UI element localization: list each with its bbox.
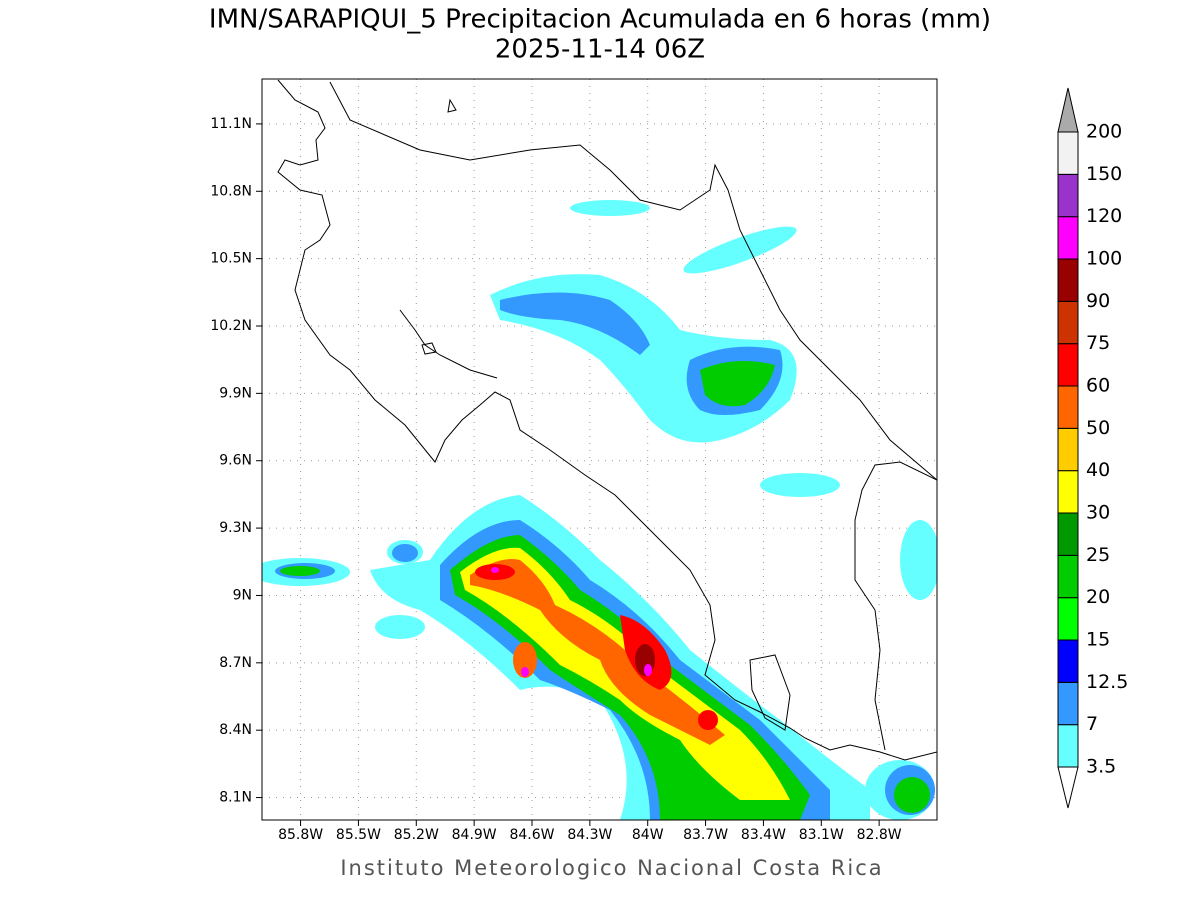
colorbar: 3.5 7 12.5 15 20 25 30 40 50 60 75 90 100 120 150 200 <box>1057 87 1128 809</box>
colorbar-segment <box>1057 131 1079 175</box>
colorbar-label: 20 <box>1086 586 1110 608</box>
x-tick-label: 84.6W <box>509 827 554 843</box>
colorbar-segment <box>1057 216 1079 260</box>
y-tick-label: 8.1N <box>219 790 252 806</box>
title: IMN/SARAPIQUI_5 Precipitacion Acumulada … <box>209 5 991 35</box>
colorbar-label: 100 <box>1086 248 1122 270</box>
y-tick-label: 10.2N <box>210 318 252 334</box>
colorbar-segment <box>1057 300 1079 345</box>
y-tick-label: 8.4N <box>219 722 252 738</box>
grid <box>262 79 937 820</box>
y-tick-label: 9.9N <box>219 385 252 401</box>
colorbar-label: 40 <box>1086 459 1110 481</box>
colorbar-segment <box>1057 173 1079 218</box>
subtitle: 2025-11-14 06Z <box>495 35 705 65</box>
y-tick-label: 9N <box>233 587 252 603</box>
colorbar-segment <box>1057 597 1079 641</box>
y-tick-label: 10.8N <box>210 183 252 199</box>
colorbar-segment <box>1057 681 1079 726</box>
x-tick-label: 83.1W <box>799 827 844 843</box>
colorbar-label: 150 <box>1086 163 1122 185</box>
y-tick-label: 8.7N <box>219 655 252 671</box>
colorbar-segment <box>1057 724 1079 768</box>
colorbar-label: 60 <box>1086 375 1110 397</box>
x-tick-label: 85.8W <box>278 827 323 843</box>
x-tick-label: 83.7W <box>683 827 728 843</box>
colorbar-label: 120 <box>1086 205 1122 227</box>
x-tick-label: 85.2W <box>394 827 439 843</box>
y-tick-label: 9.3N <box>219 520 252 536</box>
colorbar-label: 25 <box>1086 544 1110 566</box>
colorbar-under <box>1057 766 1079 809</box>
colorbar-segment <box>1057 554 1079 599</box>
precip-field <box>262 79 937 820</box>
colorbar-segment <box>1057 427 1079 472</box>
x-tick-label: 83.4W <box>741 827 786 843</box>
colorbar-segment <box>1057 385 1079 429</box>
colorbar-label: 30 <box>1086 502 1110 524</box>
colorbar-label: 7 <box>1086 713 1098 735</box>
x-tick-label: 84.9W <box>452 827 497 843</box>
colorbar-label: 3.5 <box>1086 756 1116 778</box>
colorbar-label: 200 <box>1086 121 1122 143</box>
y-tick-label: 10.5N <box>210 251 252 267</box>
x-tick-label: 82.8W <box>857 827 902 843</box>
colorbar-segment <box>1057 343 1079 387</box>
colorbar-segment <box>1057 470 1079 514</box>
colorbar-segment <box>1057 258 1079 302</box>
colorbar-over <box>1057 87 1079 133</box>
map-frame <box>261 78 938 821</box>
footer: Instituto Meteorologico Nacional Costa R… <box>340 856 883 880</box>
colorbar-label: 15 <box>1086 629 1110 651</box>
colorbar-label: 75 <box>1086 332 1110 354</box>
y-tick-label: 11.1N <box>210 116 252 132</box>
colorbar-label: 50 <box>1086 417 1110 439</box>
x-tick-label: 84.3W <box>567 827 612 843</box>
x-tick-label: 85.5W <box>336 827 381 843</box>
colorbar-label: 12.5 <box>1086 671 1128 693</box>
colorbar-segment <box>1057 512 1079 556</box>
colorbar-segment <box>1057 639 1079 683</box>
x-tick-label: 84W <box>632 827 664 843</box>
y-tick-label: 9.6N <box>219 453 252 469</box>
colorbar-label: 90 <box>1086 290 1110 312</box>
